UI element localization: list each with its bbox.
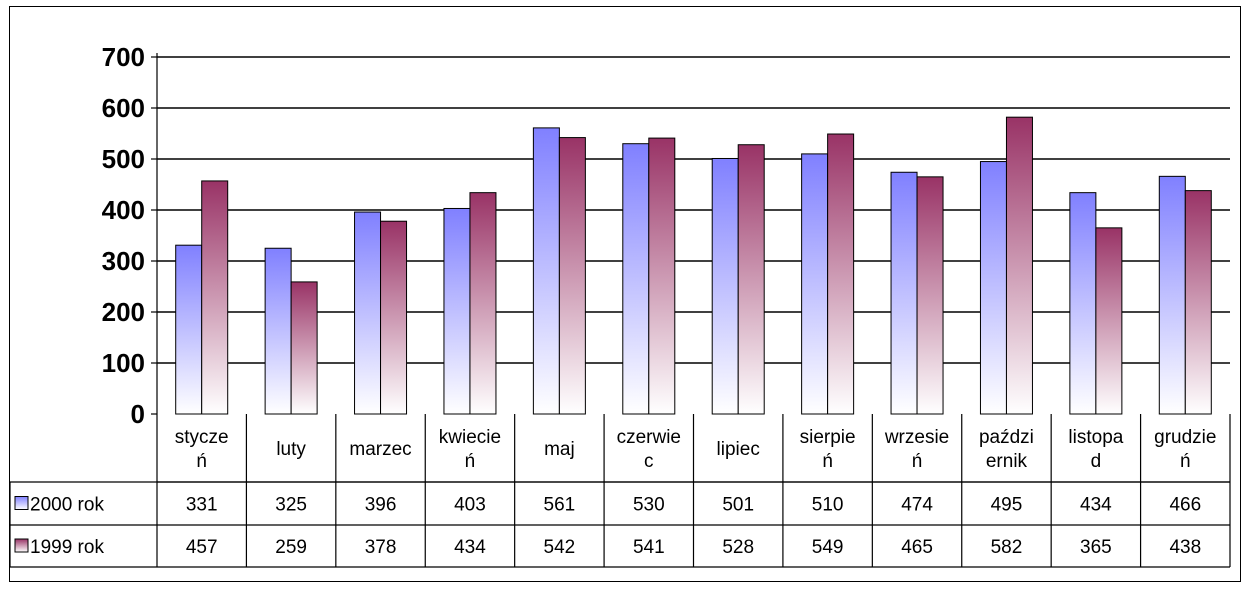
category-label: kwiecie	[439, 427, 501, 448]
bar-series-a	[532, 127, 560, 415]
category-label: lipiec	[717, 439, 760, 460]
bar-series-a	[979, 161, 1007, 415]
category-label: maj	[544, 439, 575, 460]
data-label: 510	[812, 495, 844, 516]
category-label: d	[1091, 451, 1102, 472]
category-label: stycze	[175, 427, 229, 448]
legend-swatch	[14, 496, 29, 510]
category-label: wrzesie	[884, 427, 949, 448]
data-label: 542	[544, 537, 576, 558]
y-tick-label: 400	[102, 195, 145, 225]
y-tick-label: 200	[102, 297, 145, 327]
chart-frame: 0 100 200 300 400 500 600 700 stycze ń luty marzec…	[9, 6, 1241, 582]
category-label: ń	[1180, 451, 1191, 472]
category-label: ń	[196, 451, 207, 472]
bar-series-a	[354, 211, 382, 415]
data-label: 365	[1080, 537, 1112, 558]
bar-series-a	[443, 207, 471, 415]
bar-series-b	[737, 144, 765, 415]
bar-series-a	[801, 153, 829, 415]
bar-series-a	[890, 171, 918, 415]
bar-series-a	[622, 143, 650, 415]
category-label: sierpie	[800, 427, 856, 448]
data-label: 331	[186, 495, 218, 516]
bar-series-a	[175, 244, 203, 415]
data-label: 465	[901, 537, 933, 558]
bar-series-b	[827, 133, 855, 415]
bar-series-b	[648, 137, 676, 415]
data-label: 325	[275, 495, 307, 516]
data-label: 259	[275, 537, 307, 558]
legend-label: 2000 rok	[30, 495, 104, 516]
category-label: paździ	[979, 427, 1034, 448]
data-label: 528	[722, 537, 754, 558]
category-label: c	[644, 451, 654, 472]
y-tick-label: 700	[102, 42, 145, 72]
category-label: ernik	[986, 451, 1028, 472]
y-tick-label: 500	[102, 144, 145, 174]
legend-swatch	[14, 538, 29, 553]
data-label: 434	[454, 537, 486, 558]
category-label: grudzie	[1154, 427, 1216, 448]
bar-chart: 0 100 200 300 400 500 600 700 stycze ń luty marzec…	[9, 42, 1231, 568]
data-label: 434	[1080, 495, 1112, 516]
data-label: 541	[633, 537, 665, 558]
bar-series-b	[558, 137, 586, 415]
bar-series-a	[1069, 192, 1097, 415]
data-label: 474	[901, 495, 933, 516]
category-label: ń	[465, 451, 476, 472]
bar-series-a	[1158, 175, 1186, 415]
category-label: marzec	[349, 439, 411, 460]
category-label: czerwie	[617, 427, 681, 448]
data-label: 530	[633, 495, 665, 516]
bar-series-a	[711, 157, 739, 415]
y-tick-label: 0	[131, 399, 145, 429]
y-tick-label: 600	[102, 93, 145, 123]
data-label: 457	[186, 537, 218, 558]
data-label: 438	[1169, 537, 1201, 558]
bar-series-b	[469, 192, 497, 415]
bar-series-b	[201, 180, 229, 415]
legend-label: 1999 rok	[30, 537, 104, 558]
bar-series-b	[916, 176, 944, 415]
bar-series-b	[290, 281, 318, 415]
category-label: ń	[912, 451, 923, 472]
bar-series-a	[264, 247, 292, 415]
category-label: ń	[822, 451, 833, 472]
data-label: 495	[991, 495, 1023, 516]
data-label: 396	[365, 495, 397, 516]
bar-series-b	[1005, 116, 1033, 415]
data-label: 501	[722, 495, 754, 516]
data-label: 549	[812, 537, 844, 558]
category-label: listopa	[1068, 427, 1123, 448]
category-label: luty	[276, 439, 306, 460]
data-label: 403	[454, 495, 486, 516]
y-tick-label: 100	[102, 348, 145, 378]
data-label: 561	[544, 495, 576, 516]
bar-series-b	[1184, 190, 1212, 415]
data-label: 582	[991, 537, 1023, 558]
y-tick-label: 300	[102, 246, 145, 276]
bar-series-b	[1095, 227, 1123, 415]
data-label: 466	[1169, 495, 1201, 516]
data-label: 378	[365, 537, 397, 558]
bar-series-b	[380, 220, 408, 415]
